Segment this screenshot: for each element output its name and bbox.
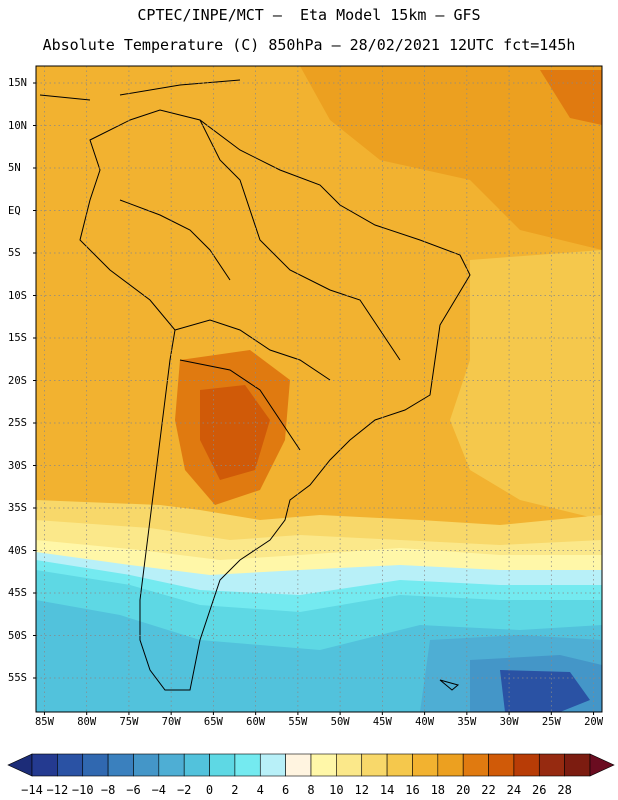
colorbar-label: 26 [532, 783, 547, 797]
island-coast [439, 679, 460, 691]
colorbar-swatch [412, 753, 439, 777]
lon-label: 70W [161, 716, 181, 728]
colorbar-label: 24 [506, 783, 522, 797]
colorbar [7, 753, 615, 777]
lat-label: 15S [8, 332, 27, 344]
map-subtitle: Absolute Temperature (C) 850hPa – 28/02/… [42, 36, 576, 54]
colorbar-label: 2 [231, 783, 239, 797]
colorbar-label: 14 [379, 783, 395, 797]
lat-label: 55S [8, 672, 27, 684]
lat-label: 15N [8, 77, 27, 89]
colorbar-swatch [538, 753, 565, 777]
colorbar-swatch [488, 753, 515, 777]
colorbar-label: −4 [151, 783, 167, 797]
colorbar-label: 6 [282, 783, 290, 797]
colorbar-swatch [462, 753, 489, 777]
colorbar-swatch [107, 753, 134, 777]
colorbar-swatch [158, 753, 185, 777]
colorbar-swatch [310, 753, 337, 777]
colorbar-swatch [386, 753, 413, 777]
colorbar-label: −2 [176, 783, 192, 797]
south-america-coast [79, 109, 471, 691]
lat-label: 25S [8, 417, 27, 429]
lon-label: 45W [372, 716, 392, 728]
colorbar-swatch [437, 753, 464, 777]
lon-label: 65W [203, 716, 223, 728]
lat-label: 5S [8, 247, 21, 259]
central-america-coast [39, 79, 241, 101]
colorbar-label: −6 [126, 783, 141, 797]
colorbar-swatch [336, 753, 363, 777]
coastlines [39, 79, 471, 691]
colorbar-swatch [183, 753, 210, 777]
axis-ticks [33, 82, 595, 715]
lat-label: 30S [8, 459, 27, 472]
colorbar-under-arrow [7, 753, 33, 777]
colorbar-label: −14 [21, 783, 43, 797]
field-cold-core [500, 670, 590, 712]
lon-label: 30W [499, 716, 519, 728]
colorbar-swatch [259, 753, 286, 777]
field-hotter-core [200, 385, 270, 480]
lat-label: EQ [8, 204, 21, 217]
colorbar-label: 18 [430, 783, 446, 797]
colorbar-swatch [564, 753, 591, 777]
colorbar-label: −8 [100, 783, 116, 797]
colorbar-label: 4 [256, 783, 264, 797]
lon-label: 55W [288, 716, 308, 728]
colorbar-label: 12 [354, 783, 369, 797]
field-hot-patch-ne [540, 70, 602, 125]
lon-label: 50W [330, 716, 350, 728]
country-border-3 [179, 359, 301, 451]
country-border-1 [199, 119, 401, 361]
colorbar-label: −12 [46, 783, 69, 797]
map-frame [35, 65, 603, 713]
colorbar-swatch [513, 753, 540, 777]
lat-label: 50S [8, 629, 27, 642]
colorbar-label: 16 [405, 783, 420, 797]
lon-label: 85W [34, 716, 54, 728]
colorbar-label: 10 [329, 783, 344, 797]
map-title: CPTEC/INPE/MCT – Eta Model 15km – GFS [137, 6, 481, 24]
temperature-field [36, 66, 602, 712]
country-border-2 [174, 319, 331, 381]
colorbar-label: 0 [205, 783, 214, 797]
colorbar-label: 8 [307, 783, 315, 797]
country-border-4 [119, 199, 231, 281]
lat-label: 5N [8, 162, 21, 174]
lon-label: 20W [584, 716, 604, 728]
colorbar-swatch [285, 753, 312, 777]
colorbar-over-arrow [589, 753, 615, 777]
lon-label: 75W [119, 716, 139, 728]
lat-label: 45S [8, 587, 27, 599]
lon-label: 25W [541, 716, 561, 728]
field-yellow-atlantic [450, 250, 602, 520]
colorbar-swatch [133, 753, 160, 777]
colorbar-label: 22 [481, 783, 496, 797]
field-warm-atlantic [300, 66, 602, 250]
colorbar-swatch [209, 753, 236, 777]
lon-label: 60W [246, 716, 266, 728]
colorbar-swatch [361, 753, 388, 777]
colorbar-label: 20 [455, 783, 471, 797]
lon-label: 35W [457, 716, 477, 728]
lon-label: 40W [415, 716, 435, 728]
lat-label: 35S [8, 502, 27, 514]
lat-label: 20S [8, 374, 27, 387]
lat-label: 40S [8, 544, 27, 557]
colorbar-swatch [57, 753, 84, 777]
lon-label: 80W [77, 716, 97, 728]
lat-label: 10N [8, 119, 27, 132]
lat-label: 10S [8, 289, 27, 302]
colorbar-label: −10 [71, 783, 94, 797]
colorbar-swatch [82, 753, 109, 777]
colorbar-swatch [31, 753, 58, 777]
colorbar-swatch [234, 753, 261, 777]
colorbar-label: 28 [557, 783, 572, 797]
